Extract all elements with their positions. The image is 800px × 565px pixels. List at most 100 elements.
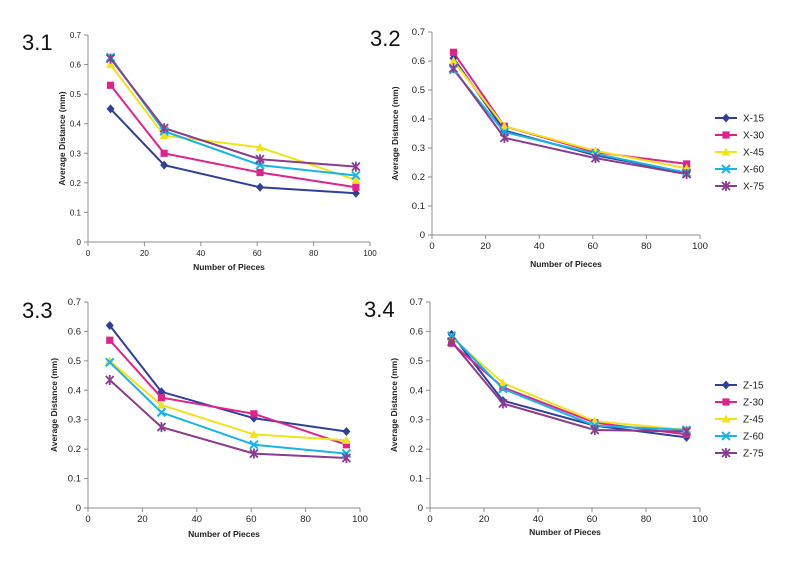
data-point-Z-45 bbox=[249, 429, 259, 438]
legend-label: X-30 bbox=[743, 131, 765, 142]
x-tick-label: 100 bbox=[692, 241, 708, 252]
data-point-Z-45 bbox=[341, 435, 351, 444]
legend-label: X-75 bbox=[743, 182, 765, 193]
data-point-Z-75 bbox=[446, 336, 457, 347]
series-line-Z-45 bbox=[109, 360, 347, 442]
data-point-Z-30 bbox=[499, 383, 507, 391]
legend-swatch-marker bbox=[722, 113, 730, 123]
x-tick-label: 0 bbox=[86, 249, 91, 258]
x-tick-label: 40 bbox=[192, 514, 203, 525]
y-tick-label: 0.5 bbox=[70, 90, 82, 99]
y-axis-title: Average Distance (mm) bbox=[49, 358, 59, 452]
legend-swatch-marker bbox=[721, 164, 731, 174]
y-tick-label: 0.6 bbox=[410, 326, 423, 337]
data-point-X-75 bbox=[448, 63, 459, 74]
series-line-X-75 bbox=[452, 67, 687, 176]
x-tick-label: 100 bbox=[363, 249, 377, 258]
data-point-Z-45 bbox=[156, 400, 166, 409]
x-tick-label: 20 bbox=[479, 514, 490, 525]
data-point-Z-45 bbox=[498, 378, 508, 387]
series-line-X-45 bbox=[109, 63, 357, 181]
data-point-X-45 bbox=[159, 131, 169, 140]
legend-swatch-marker bbox=[721, 414, 731, 423]
data-point-Z-60 bbox=[105, 357, 115, 368]
data-point-X-15 bbox=[256, 182, 265, 192]
y-tick-label: 0.3 bbox=[68, 415, 81, 426]
data-point-X-15 bbox=[351, 188, 360, 198]
data-point-X-30 bbox=[160, 149, 168, 157]
y-tick-label: 0.1 bbox=[68, 474, 81, 485]
x-tick-label: 0 bbox=[85, 514, 90, 525]
y-tick-label: 0.3 bbox=[412, 143, 425, 154]
legend-swatch-marker bbox=[722, 131, 730, 139]
legend-swatch-marker bbox=[721, 147, 731, 156]
series-line-Z-75 bbox=[450, 341, 687, 433]
y-tick-label: 0.5 bbox=[412, 85, 425, 96]
legend-swatch-marker bbox=[721, 181, 731, 191]
x-tick-label: 80 bbox=[641, 514, 652, 525]
panel-label: 3.1 bbox=[22, 30, 53, 55]
y-axis-title: Average Distance (mm) bbox=[57, 91, 67, 185]
x-tick-label: 60 bbox=[587, 514, 598, 525]
legend-swatch-marker bbox=[721, 448, 731, 458]
x-tick-label: 60 bbox=[253, 249, 262, 258]
data-point-X-45 bbox=[255, 142, 265, 151]
y-tick-label: 0.3 bbox=[70, 149, 82, 158]
data-point-X-30 bbox=[352, 183, 360, 191]
series-line-Z-45 bbox=[450, 336, 687, 431]
y-axis-title: Average Distance (mm) bbox=[389, 358, 399, 452]
series-line-X-60 bbox=[452, 69, 687, 174]
data-point-Z-45 bbox=[105, 356, 115, 365]
data-point-X-75 bbox=[351, 161, 361, 172]
series-line-X-75 bbox=[109, 58, 356, 168]
y-tick-label: 0.2 bbox=[412, 172, 425, 183]
y-tick-label: 0.1 bbox=[412, 201, 425, 212]
legend-label: Z-15 bbox=[743, 381, 764, 392]
data-point-X-45 bbox=[499, 121, 509, 130]
x-tick-label: 80 bbox=[641, 241, 652, 252]
y-tick-label: 0.3 bbox=[410, 415, 423, 426]
data-point-X-60 bbox=[351, 170, 361, 181]
y-tick-label: 0.7 bbox=[412, 27, 425, 38]
data-point-X-75 bbox=[105, 53, 116, 64]
data-point-Z-75 bbox=[249, 448, 259, 459]
data-point-Z-15 bbox=[105, 321, 114, 331]
legend-label: X-60 bbox=[743, 165, 765, 176]
y-axis-title: Average Distance (mm) bbox=[390, 86, 400, 180]
y-tick-label: 0.2 bbox=[410, 444, 423, 455]
data-point-Z-60 bbox=[249, 440, 259, 450]
data-point-Z-75 bbox=[590, 425, 600, 436]
data-point-Z-30 bbox=[106, 336, 114, 344]
y-tick-label: 0.6 bbox=[412, 56, 425, 67]
y-tick-label: 0 bbox=[76, 503, 81, 514]
data-point-Z-75 bbox=[341, 452, 352, 463]
x-tick-label: 60 bbox=[588, 241, 599, 252]
x-tick-label: 40 bbox=[534, 241, 545, 252]
y-tick-label: 0 bbox=[420, 230, 425, 241]
y-tick-label: 0.7 bbox=[68, 297, 81, 308]
y-tick-label: 0.1 bbox=[410, 474, 423, 485]
legend-label: X-15 bbox=[743, 114, 765, 125]
y-tick-label: 0.5 bbox=[68, 356, 81, 367]
legend-swatch-marker bbox=[721, 431, 731, 441]
series-line-X-15 bbox=[109, 108, 356, 195]
data-point-X-45 bbox=[351, 175, 361, 184]
x-tick-label: 20 bbox=[137, 514, 148, 525]
data-point-X-30 bbox=[449, 48, 458, 56]
data-point-Z-30 bbox=[342, 441, 350, 449]
data-point-Z-15 bbox=[157, 387, 166, 397]
y-tick-label: 0.7 bbox=[70, 31, 82, 40]
data-point-Z-60 bbox=[498, 384, 508, 394]
data-point-X-15 bbox=[106, 104, 115, 114]
data-point-X-30 bbox=[106, 81, 115, 89]
x-tick-label: 60 bbox=[246, 514, 257, 525]
data-point-X-75 bbox=[499, 132, 509, 143]
legend-label: Z-30 bbox=[743, 398, 764, 409]
x-tick-label: 40 bbox=[533, 514, 544, 525]
y-tick-label: 0.1 bbox=[70, 208, 82, 217]
series-line-Z-75 bbox=[109, 379, 347, 459]
y-tick-label: 0.5 bbox=[410, 356, 423, 367]
data-point-X-75 bbox=[590, 153, 601, 164]
